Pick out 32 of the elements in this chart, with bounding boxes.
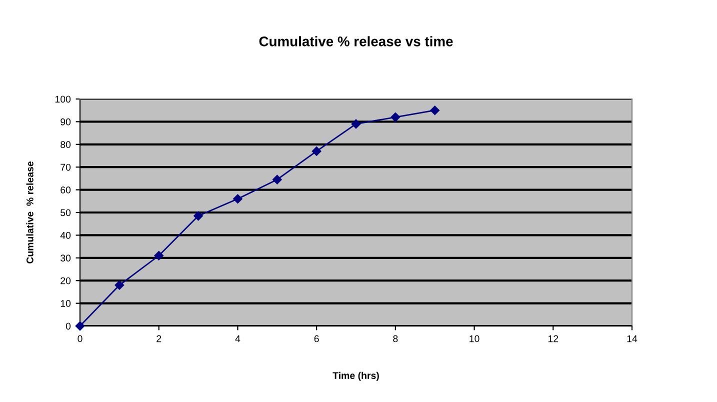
y-tick-label: 70 — [60, 164, 71, 171]
point — [390, 112, 400, 122]
x-tick-label: 0 — [78, 335, 82, 342]
x-tick-label: 6 — [314, 335, 319, 342]
point — [194, 211, 203, 221]
x-tick-label: 8 — [393, 335, 398, 342]
y-tick-label: 20 — [60, 277, 71, 284]
x-tick-label: 12 — [548, 335, 558, 342]
point — [233, 194, 242, 204]
y-tick-label: 50 — [60, 209, 71, 216]
x-tick-label: 14 — [627, 335, 638, 342]
y-tick-label: 0 — [66, 322, 71, 330]
point — [154, 251, 164, 260]
y-axis-title: Cumulative % release — [26, 161, 34, 264]
x-tick-label: 2 — [156, 335, 162, 342]
x-axis-title: Time (hrs) — [332, 372, 379, 381]
y-tick-label: 90 — [60, 118, 71, 126]
point — [272, 174, 282, 184]
y-tick-label: 60 — [60, 186, 71, 194]
point — [351, 119, 361, 129]
point — [430, 106, 440, 115]
x-tick-label: 4 — [235, 335, 240, 342]
point — [312, 146, 322, 156]
chart-title: Cumulative % release vs time — [259, 36, 453, 46]
x-tick-label: 10 — [470, 335, 480, 342]
y-tick-label: 10 — [60, 300, 71, 307]
point — [75, 321, 85, 331]
y-tick-label: 30 — [60, 254, 71, 262]
point — [114, 280, 124, 290]
y-tick-label: 100 — [55, 96, 71, 103]
y-tick-label: 80 — [60, 141, 71, 148]
y-tick-label: 40 — [60, 232, 71, 239]
